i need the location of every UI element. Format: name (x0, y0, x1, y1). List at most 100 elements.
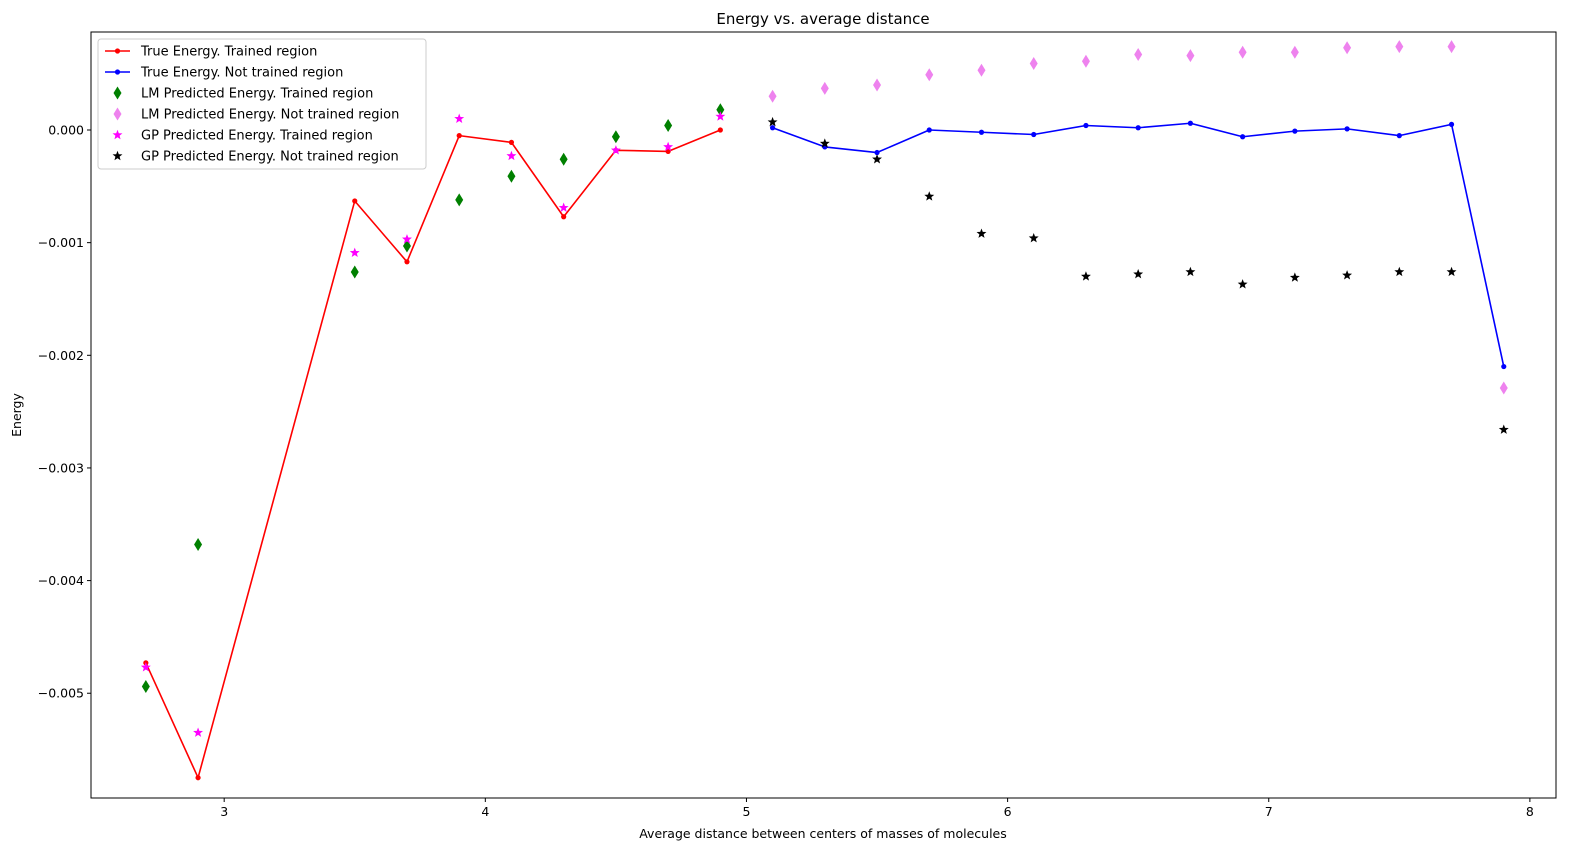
data-point (1081, 54, 1090, 68)
x-tick-label: 4 (481, 804, 489, 819)
data-point (665, 148, 671, 155)
series-line (145, 129, 721, 779)
data-point (1344, 126, 1350, 132)
data-point (715, 111, 726, 121)
series-line (772, 122, 1505, 367)
data-point (140, 662, 151, 672)
data-point (1083, 122, 1089, 129)
data-point (717, 127, 723, 133)
data-point (976, 228, 987, 238)
data-point (455, 193, 464, 207)
y-tick-label: −0.002 (38, 348, 84, 363)
x-axis: 3 4 5 6 7 8 (220, 798, 1534, 819)
data-point (664, 118, 673, 132)
data-point (1396, 133, 1402, 139)
data-point (924, 191, 935, 201)
legend-item: True Energy. Trained region (105, 45, 317, 60)
plot-area (140, 40, 1509, 781)
data-point (874, 149, 880, 156)
x-tick-label: 8 (1526, 804, 1534, 819)
legend-marker (112, 150, 123, 161)
data-point (1135, 125, 1141, 131)
axes-frame (90, 31, 1557, 799)
series-3 (141, 103, 725, 693)
data-point (820, 81, 829, 95)
data-point (611, 130, 620, 144)
data-point (1447, 40, 1456, 54)
legend-label: LM Predicted Energy. Trained region (141, 87, 373, 102)
data-point (404, 259, 410, 265)
data-point (819, 138, 830, 148)
data-point (1185, 266, 1196, 277)
data-point (1133, 268, 1144, 279)
legend-item: LM Predicted Energy. Trained region (113, 86, 373, 102)
x-tick-label: 3 (220, 804, 228, 819)
x-tick-label: 7 (1265, 804, 1273, 819)
data-point (768, 89, 777, 103)
data-point (1448, 121, 1455, 127)
data-point (1499, 381, 1508, 395)
data-point (767, 116, 778, 127)
legend-label: True Energy. Trained region (140, 45, 317, 60)
data-point (352, 198, 358, 204)
y-tick-label: −0.004 (38, 573, 84, 588)
data-point (872, 154, 882, 164)
data-point (508, 139, 515, 145)
data-point (1187, 120, 1194, 126)
data-point (1289, 272, 1300, 282)
data-point (1498, 424, 1509, 434)
data-point (194, 538, 203, 552)
data-point (1240, 134, 1246, 140)
legend-marker (113, 86, 122, 100)
y-tick-label: −0.003 (38, 460, 84, 475)
legend-item: GP Predicted Energy. Trained region (112, 129, 373, 144)
data-point (1081, 271, 1091, 281)
data-point (1290, 45, 1299, 59)
data-point (1292, 128, 1298, 134)
y-tick-label: −0.001 (38, 235, 84, 250)
legend-marker (114, 48, 121, 54)
data-point (1395, 40, 1404, 54)
legend-label: GP Predicted Energy. Trained region (141, 129, 373, 144)
data-point (1238, 45, 1247, 59)
y-axis-title: Energy (9, 393, 24, 437)
legend-label: LM Predicted Energy. Not trained region (141, 108, 399, 123)
series-4 (768, 40, 1508, 395)
data-point (926, 127, 932, 133)
y-tick-label: −0.005 (38, 686, 84, 701)
data-point (1134, 48, 1143, 62)
data-point (769, 125, 776, 131)
data-point (193, 727, 204, 737)
data-point (1028, 232, 1039, 243)
data-point (559, 152, 568, 166)
legend-marker (114, 69, 121, 75)
series-5 (140, 111, 726, 737)
data-point (402, 234, 412, 244)
data-point (610, 145, 621, 155)
data-point (349, 247, 360, 257)
data-point (1343, 41, 1352, 55)
series-1 (143, 127, 723, 781)
data-point (1031, 131, 1037, 138)
data-point (1342, 270, 1353, 280)
data-point (873, 78, 882, 92)
data-point (716, 103, 725, 117)
chart-title: Energy vs. average distance (716, 10, 929, 28)
data-point (506, 150, 517, 161)
legend-box (97, 38, 427, 170)
legend: True Energy. Trained region True Energy. … (97, 38, 427, 170)
data-point (977, 63, 986, 77)
data-point (558, 202, 569, 212)
data-point (1394, 266, 1405, 277)
data-point (1501, 363, 1507, 370)
legend-item: LM Predicted Energy. Not trained region (113, 107, 399, 123)
data-point (350, 265, 359, 279)
data-point (663, 141, 674, 152)
legend-label: True Energy. Not trained region (140, 66, 343, 81)
legend-marker (113, 107, 122, 121)
data-point (456, 133, 462, 139)
data-point (195, 775, 201, 781)
legend-label: GP Predicted Energy. Not trained region (141, 150, 399, 165)
